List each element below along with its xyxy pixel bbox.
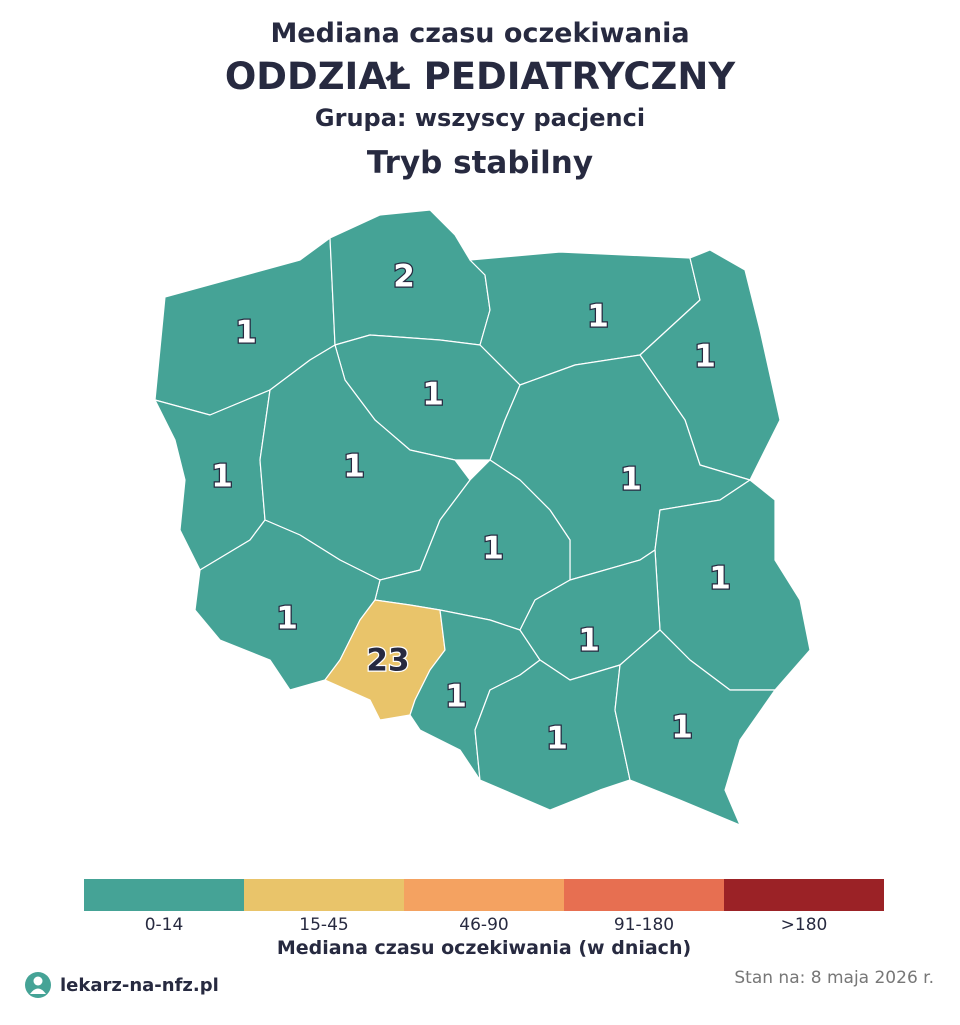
region-value: 23 bbox=[366, 643, 409, 679]
region-value: 1 bbox=[671, 710, 693, 746]
logo bbox=[25, 972, 51, 998]
title-line: Tryb stabilny bbox=[366, 145, 594, 181]
legend: 0-14 15-45 46-90 91-180 >180 bbox=[84, 879, 884, 935]
region-value: 1 bbox=[422, 377, 444, 413]
region-value: 1 bbox=[445, 679, 467, 715]
legend-label: 15-45 bbox=[299, 915, 349, 935]
region-value: 1 bbox=[235, 315, 257, 351]
region-value: 1 bbox=[482, 531, 504, 567]
date-note: Stan na: 8 maja 2026 r. bbox=[734, 968, 934, 988]
title-line: Grupa: wszyscy pacjenci bbox=[314, 104, 646, 132]
legend-title: Mediana czasu oczekiwania (w dniach) bbox=[276, 937, 692, 959]
legend-label: >180 bbox=[780, 915, 828, 935]
legend-swatch: 46-90 bbox=[404, 879, 564, 935]
region-value: 1 bbox=[211, 459, 233, 495]
region bbox=[474, 659, 631, 811]
region-value: 1 bbox=[276, 601, 298, 637]
region bbox=[614, 629, 776, 826]
map: 1 2 1 1 1 1 1 1 1 1 1 23 1 1 1 1 bbox=[154, 209, 811, 826]
legend-label: 91-180 bbox=[613, 915, 675, 935]
region-value: 1 bbox=[709, 561, 731, 597]
legend-label: 46-90 bbox=[459, 915, 509, 935]
legend-swatch: 91-180 bbox=[564, 879, 724, 935]
region-value: 1 bbox=[620, 462, 642, 498]
brand: lekarz-na-nfz.pl bbox=[60, 975, 219, 996]
region-value: 2 bbox=[393, 259, 415, 295]
legend-label: 0-14 bbox=[144, 915, 184, 935]
legend-swatch: >180 bbox=[724, 879, 884, 935]
region-value: 1 bbox=[578, 623, 600, 659]
title-line: ODDZIAŁ PEDIATRYCZNY bbox=[224, 55, 736, 98]
legend-swatch: 0-14 bbox=[84, 879, 244, 935]
region-value: 1 bbox=[694, 339, 716, 375]
region-value: 1 bbox=[546, 721, 568, 757]
title-line: Mediana czasu oczekiwania bbox=[270, 18, 690, 49]
region-value: 1 bbox=[343, 449, 365, 485]
region-value: 1 bbox=[587, 299, 609, 335]
legend-swatch: 15-45 bbox=[244, 879, 404, 935]
